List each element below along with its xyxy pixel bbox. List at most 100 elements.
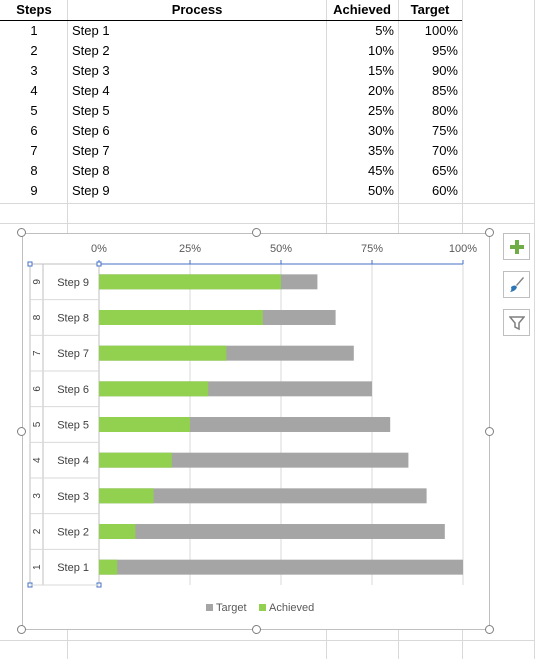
legend-label-target: Target [216,602,247,614]
x-tick-label: 75% [361,243,383,255]
x-tick-label: 100% [449,243,477,255]
cell-step[interactable]: 2 [30,42,38,58]
achieved-bar [99,381,209,397]
chart-elements-button[interactable] [503,233,530,260]
legend-label-achieved: Achieved [269,602,314,614]
target-bar [99,524,445,539]
resize-handle-top[interactable] [252,228,261,237]
cell-step[interactable]: 7 [30,142,38,158]
category-label: Step 9 [57,277,89,289]
achieved-bar [99,559,118,575]
axis-selection-handle [27,261,33,267]
cell-target[interactable]: 60% [431,182,458,198]
category-label: Step 7 [57,348,89,360]
cell-process[interactable]: Step 5 [72,102,110,118]
cell-process[interactable]: Step 2 [72,42,110,58]
cell-achieved[interactable]: 30% [367,122,394,138]
table-row: 6 Step 6 30% 75% [0,120,462,140]
cell-achieved[interactable]: 5% [375,22,394,38]
cell-achieved[interactable]: 35% [367,142,394,158]
chart-filters-button[interactable] [503,309,530,336]
cell-process[interactable]: Step 6 [72,122,110,138]
table-row: 1 Step 1 5% 100% [0,20,462,40]
category-label: Step 4 [57,455,89,467]
outer-category-label: 6 [32,386,43,392]
cell-step[interactable]: 9 [30,182,38,198]
resize-handle-bottom[interactable] [252,625,261,634]
cell-achieved[interactable]: 25% [367,102,394,118]
axis-selection-handle [96,261,102,267]
cell-step[interactable]: 8 [30,162,38,178]
cell-step[interactable]: 6 [30,122,38,138]
cell-achieved[interactable]: 45% [367,162,394,178]
legend-swatch-achieved [259,604,266,611]
category-label: Step 2 [57,527,89,539]
cell-achieved[interactable]: 50% [367,182,394,198]
header-achieved[interactable]: Achieved [326,0,398,21]
table-row: 4 Step 4 20% 85% [0,80,462,100]
resize-handle-top-left[interactable] [17,228,26,237]
outer-category-label: 8 [32,314,43,320]
outer-category-label: 1 [32,564,43,570]
cell-step[interactable]: 4 [30,82,38,98]
cell-target[interactable]: 90% [431,62,458,78]
category-label: Step 1 [57,562,89,574]
cell-process[interactable]: Step 9 [72,182,110,198]
outer-category-label: 2 [32,528,43,534]
achieved-bar [99,524,136,539]
data-table: Steps Process Achieved Target 1 Step 1 5% 1… [0,0,462,200]
header-target[interactable]: Target [398,0,462,21]
x-tick-label: 25% [179,243,201,255]
resize-handle-top-right[interactable] [485,228,494,237]
cell-process[interactable]: Step 8 [72,162,110,178]
cell-process[interactable]: Step 7 [72,142,110,158]
resize-handle-left[interactable] [17,427,26,436]
table-row: 9 Step 9 50% 60% [0,180,462,200]
table-row: 8 Step 8 45% 65% [0,160,462,180]
category-label: Step 6 [57,384,89,396]
table-row: 7 Step 7 35% 70% [0,140,462,160]
table-header-row: Steps Process Achieved Target [0,0,462,21]
cell-process[interactable]: Step 4 [72,82,110,98]
cell-step[interactable]: 1 [30,22,38,38]
outer-category-label: 4 [32,457,43,463]
cell-process[interactable]: Step 3 [72,62,110,78]
outer-category-label: 3 [32,493,43,499]
cell-target[interactable]: 80% [431,102,458,118]
resize-handle-bottom-left[interactable] [17,625,26,634]
target-bar [99,559,463,575]
achieved-bar [99,417,190,432]
cell-target[interactable]: 65% [431,162,458,178]
achieved-bar [99,452,172,468]
cell-target[interactable]: 70% [431,142,458,158]
cell-target[interactable]: 85% [431,82,458,98]
brush-icon [509,276,524,292]
resize-handle-right[interactable] [485,427,494,436]
bar-chart: 0% 25% 50% 75% 100% Step 1 1 Step 2 2 Step 3 3 Step… [27,243,477,614]
table-row: 3 Step 3 15% 90% [0,60,462,80]
resize-handle-bottom-right[interactable] [485,625,494,634]
chart-styles-button[interactable] [503,271,530,298]
cell-target[interactable]: 100% [424,22,458,38]
header-steps[interactable]: Steps [0,0,68,21]
cell-target[interactable]: 95% [431,42,458,58]
cell-achieved[interactable]: 20% [367,82,394,98]
table-row: 5 Step 5 25% 80% [0,100,462,120]
cell-achieved[interactable]: 10% [367,42,394,58]
plus-icon [509,239,524,254]
filter-icon [508,315,525,330]
cell-process[interactable]: Step 1 [72,22,110,38]
achieved-bar [99,345,227,361]
cell-step[interactable]: 5 [30,102,38,118]
x-tick-label: 50% [270,243,292,255]
header-process[interactable]: Process [68,0,326,21]
cell-target[interactable]: 75% [431,122,458,138]
category-label: Step 3 [57,491,89,503]
category-label: Step 8 [57,313,89,325]
cell-step[interactable]: 3 [30,62,38,78]
cell-achieved[interactable]: 15% [367,62,394,78]
x-tick-label: 0% [91,243,107,255]
table-row: 2 Step 2 10% 95% [0,40,462,60]
chart-area[interactable]: 0% 25% 50% 75% 100% Step 1 1 Step 2 2 Step 3 3 Step… [22,233,490,630]
outer-category-label: 9 [32,279,43,285]
